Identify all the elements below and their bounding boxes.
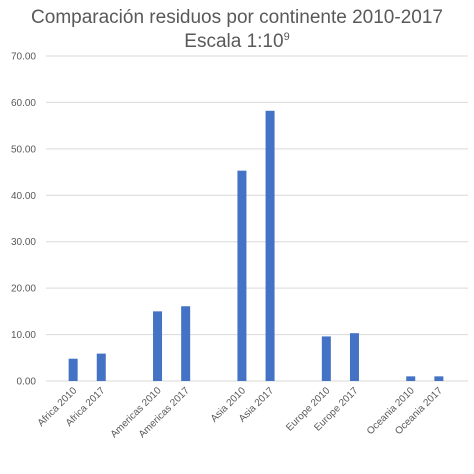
bar: [349, 333, 359, 381]
chart-title-line-1: Comparación residuos por continente 2010…: [31, 7, 443, 28]
chart-title: Comparación residuos por continente 2010…: [0, 6, 474, 54]
bar: [265, 110, 275, 382]
bar: [406, 376, 416, 381]
bar: [434, 376, 444, 381]
y-tick-label: 10.00: [11, 330, 36, 341]
y-tick-label: 30.00: [11, 237, 36, 248]
y-axis-ticks: 0.00 10.00 20.00 30.00 40.00 50.00 60.00 70.00: [11, 52, 36, 388]
bar: [96, 353, 106, 381]
y-tick-label: 40.00: [11, 191, 36, 202]
y-tick-label: 60.00: [11, 98, 36, 109]
y-tick-label: 50.00: [11, 144, 36, 155]
chart-title-line-2: Escala 1:109: [0, 30, 474, 54]
bar: [321, 336, 331, 381]
x-tick-label: Oceania 2010: [365, 385, 417, 437]
bar: [68, 358, 78, 381]
bars: [68, 110, 444, 382]
chart-title-exponent: 9: [283, 31, 290, 43]
bar: [181, 306, 191, 381]
bar: [237, 170, 247, 381]
y-tick-label: 0.00: [17, 377, 37, 388]
y-tick-label: 20.00: [11, 284, 36, 295]
y-tick-label: 70.00: [11, 52, 36, 63]
x-tick-label: Americas 2017: [137, 385, 192, 440]
gridlines: [46, 55, 468, 382]
chart-title-scale: Escala 1:10: [184, 31, 284, 52]
bar: [153, 311, 163, 381]
